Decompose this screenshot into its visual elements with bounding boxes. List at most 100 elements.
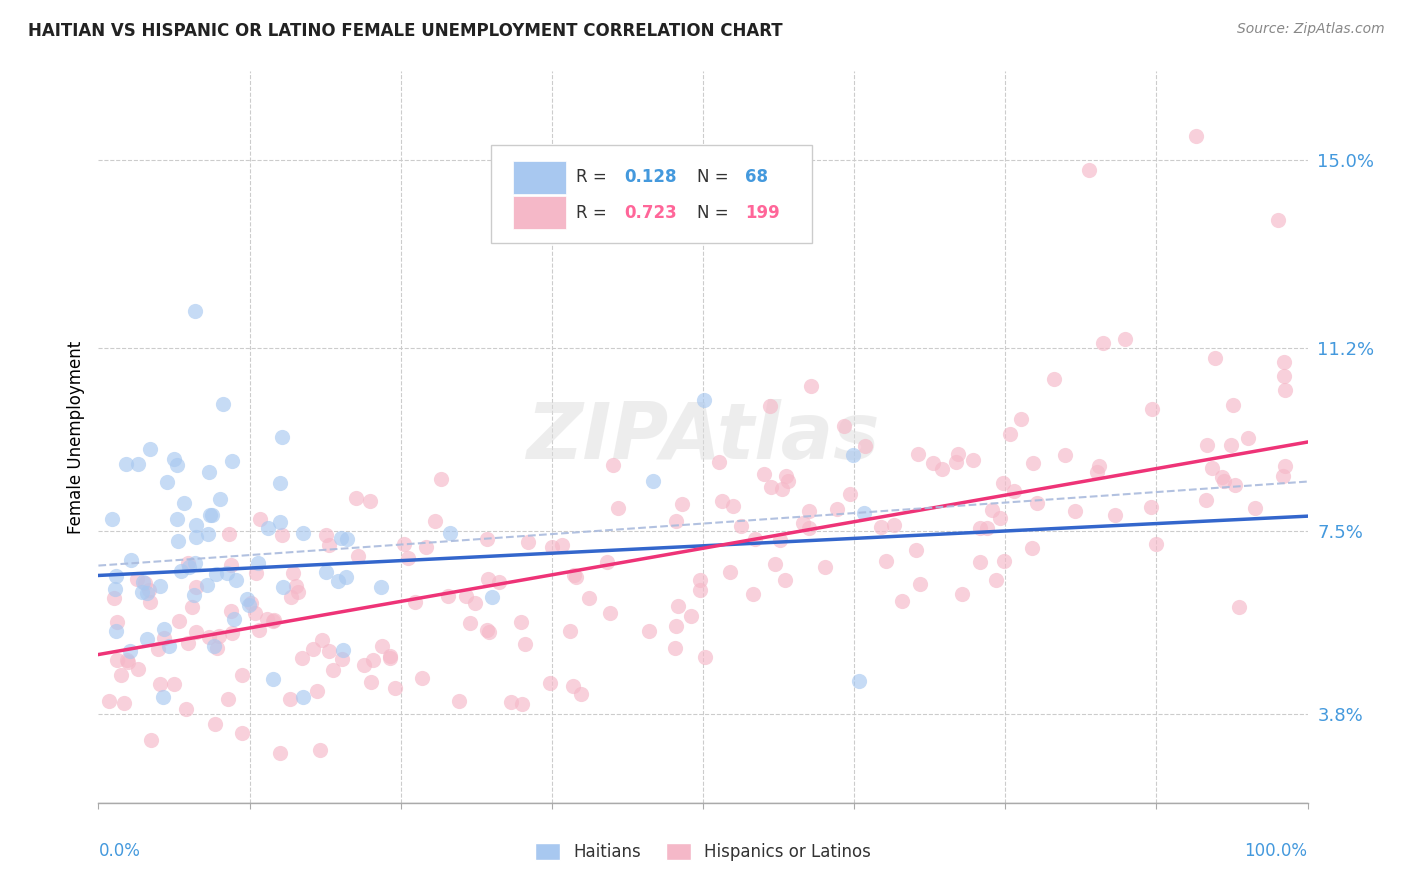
Point <box>269 515 291 529</box>
Point <box>157 640 180 654</box>
Point <box>396 550 419 565</box>
Point <box>1236 431 1258 445</box>
Point <box>946 447 969 461</box>
Point <box>105 615 128 629</box>
Point <box>146 641 169 656</box>
Point <box>335 570 357 584</box>
Point <box>186 624 208 639</box>
Point <box>447 694 470 708</box>
Point <box>477 533 499 547</box>
Point <box>221 626 243 640</box>
Point <box>177 556 200 570</box>
Point <box>281 566 304 580</box>
Point <box>184 557 207 571</box>
Point <box>761 480 783 494</box>
Point <box>1195 493 1218 508</box>
Point <box>217 692 239 706</box>
Text: 68: 68 <box>745 169 768 186</box>
Point <box>166 512 188 526</box>
Point <box>562 679 585 693</box>
Point <box>270 527 292 541</box>
Point <box>551 538 574 552</box>
Point <box>437 589 460 603</box>
Point <box>718 566 741 580</box>
Point <box>361 653 384 667</box>
Point <box>127 457 149 471</box>
Text: 199: 199 <box>745 203 780 221</box>
Point <box>454 589 477 603</box>
Point <box>907 447 929 461</box>
Point <box>1204 351 1226 365</box>
Point <box>378 651 401 665</box>
Point <box>1197 438 1219 452</box>
Point <box>721 499 744 513</box>
Point <box>139 732 162 747</box>
Point <box>1104 508 1126 523</box>
Point <box>1053 448 1076 462</box>
Point <box>110 668 132 682</box>
Text: R =: R = <box>576 169 612 186</box>
Point <box>105 653 128 667</box>
Point <box>891 593 914 607</box>
Point <box>439 525 461 540</box>
Point <box>170 564 193 578</box>
Point <box>758 399 780 413</box>
Point <box>770 482 793 496</box>
Point <box>370 580 392 594</box>
Point <box>249 511 271 525</box>
Point <box>167 614 190 628</box>
Point <box>371 639 394 653</box>
Point <box>307 684 329 698</box>
Point <box>215 566 238 581</box>
Point <box>707 455 730 469</box>
Text: 0.0%: 0.0% <box>98 842 141 861</box>
Point <box>163 451 186 466</box>
Point <box>200 508 222 522</box>
Text: ZIPAtlas: ZIPAtlas <box>526 399 880 475</box>
Point <box>814 559 837 574</box>
Point <box>392 537 415 551</box>
Point <box>993 554 1015 568</box>
Point <box>499 696 522 710</box>
Point <box>344 491 367 506</box>
Point <box>1063 504 1085 518</box>
Point <box>1025 496 1047 510</box>
Point <box>138 442 160 456</box>
Point <box>908 576 931 591</box>
Point <box>681 609 703 624</box>
Point <box>515 637 537 651</box>
Point <box>152 631 174 645</box>
Point <box>291 690 314 705</box>
Point <box>607 501 630 516</box>
Point <box>1077 163 1099 178</box>
Point <box>263 613 285 627</box>
Point <box>163 677 186 691</box>
Point <box>112 696 135 710</box>
Point <box>195 578 218 592</box>
Point <box>127 572 149 586</box>
Point <box>1274 383 1296 397</box>
Point <box>538 676 561 690</box>
Point <box>477 623 499 637</box>
Point <box>224 612 246 626</box>
Point <box>245 566 267 580</box>
Point <box>149 579 172 593</box>
Point <box>1139 500 1161 514</box>
Point <box>198 465 221 479</box>
Point <box>1220 437 1243 451</box>
Point <box>842 448 865 462</box>
Point <box>478 625 501 640</box>
Point <box>166 458 188 472</box>
Point <box>517 535 540 549</box>
Text: 0.723: 0.723 <box>624 203 678 221</box>
Point <box>1092 336 1115 351</box>
Point <box>247 556 270 570</box>
Point <box>197 630 219 644</box>
Point <box>730 519 752 533</box>
Point <box>186 580 208 594</box>
Point <box>1227 600 1250 615</box>
Point <box>208 629 231 643</box>
Point <box>138 583 160 598</box>
Point <box>135 586 157 600</box>
Point <box>98 694 121 708</box>
